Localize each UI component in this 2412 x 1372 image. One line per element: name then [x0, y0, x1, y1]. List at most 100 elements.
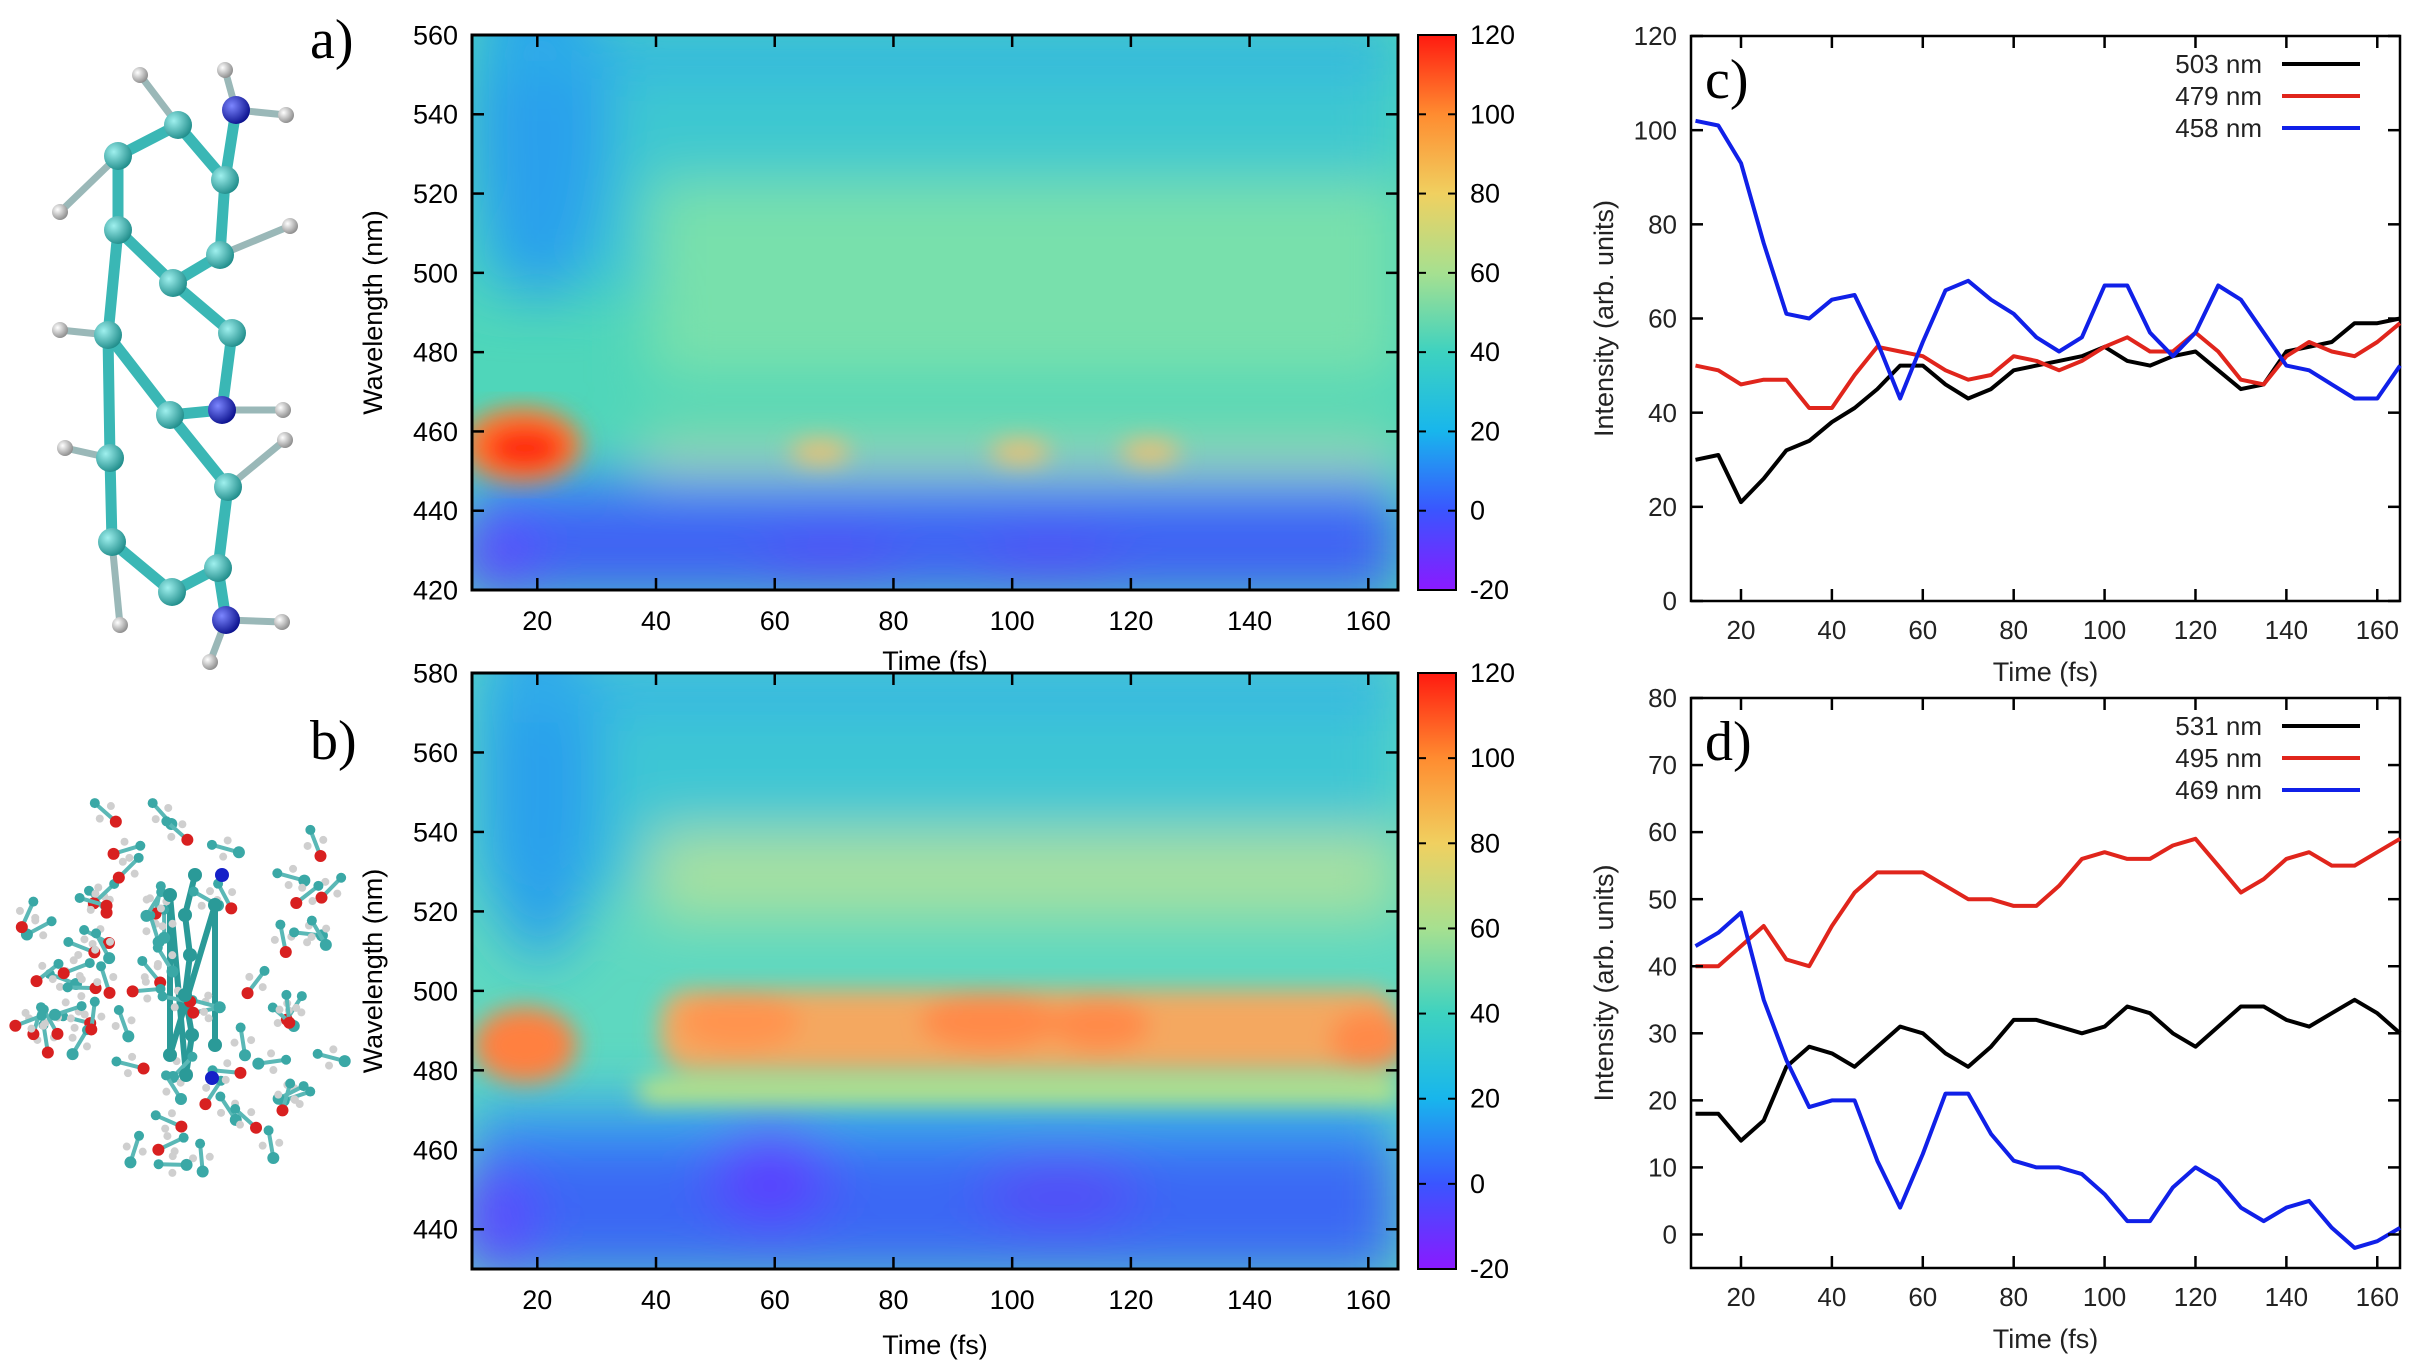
solvent-hydrogen [27, 1025, 35, 1033]
solvent-oxygen [113, 872, 125, 884]
solvent-oxygen [242, 987, 254, 999]
bond [108, 335, 170, 415]
solvent-carbon [281, 990, 291, 1000]
solvent-oxygen [9, 1020, 21, 1032]
solvent-oxygen [49, 1009, 61, 1021]
solvent-hydrogen [325, 1062, 333, 1070]
solvent-carbon [63, 937, 73, 947]
colorbar-tick-label: 0 [1470, 496, 1485, 526]
x-tick-label: 40 [1817, 615, 1846, 645]
atom-H [57, 440, 73, 456]
y-axis-label: Intensity (arb. units) [1589, 200, 1619, 437]
colorbar-tick-label: 20 [1470, 416, 1500, 446]
solvent-carbon [260, 966, 270, 976]
solvent-carbon [297, 991, 307, 1001]
colorbar-tick-label: 20 [1470, 1084, 1500, 1114]
colorbar-tick-label: 80 [1470, 179, 1500, 209]
y-tick-label: 480 [413, 1056, 458, 1086]
x-tick-label: 140 [2265, 1282, 2308, 1312]
solvent-hydrogen [109, 973, 117, 981]
solvent-oxygen [175, 1093, 187, 1105]
atom-H [132, 67, 148, 83]
solvent-hydrogen [222, 1076, 230, 1084]
y-tick-label: 460 [413, 417, 458, 447]
solvent-hydrogen [171, 1003, 179, 1011]
atom-H [112, 617, 128, 633]
solvent-hydrogen [267, 1049, 275, 1057]
solvent-carbon [336, 873, 346, 883]
solvent-hydrogen [91, 946, 99, 954]
y-tick-label: 440 [413, 496, 458, 526]
x-tick-label: 20 [1727, 615, 1756, 645]
solvent-hydrogen [202, 1084, 210, 1092]
solvent-hydrogen [83, 1042, 91, 1050]
solvent-oxygen [290, 897, 302, 909]
solvent-carbon [135, 841, 145, 851]
solvent-carbon [63, 982, 73, 992]
solvent-hydrogen [274, 1091, 282, 1099]
x-tick-label: 160 [2356, 1282, 2399, 1312]
solvent-carbon [272, 868, 282, 878]
solvent-hydrogen [16, 907, 24, 915]
solvent-hydrogen [205, 1014, 213, 1022]
solvent-oxygen [140, 910, 152, 922]
x-axis-label: Time (fs) [1993, 657, 2098, 687]
solvent-carbon [91, 928, 101, 938]
y-tick-label: 580 [413, 658, 458, 688]
solvent-oxygen [167, 965, 179, 977]
x-tick-label: 120 [1108, 606, 1153, 636]
x-tick-label: 80 [1999, 615, 2028, 645]
colorbar-tick-label: 40 [1470, 999, 1500, 1029]
solvent-hydrogen [131, 870, 139, 878]
solvent-hydrogen [67, 1014, 75, 1022]
solvent-hydrogen [49, 975, 57, 983]
atom-N [208, 396, 236, 424]
solvent-hydrogen [308, 897, 316, 905]
solvent-oxygen [58, 967, 70, 979]
solvent-hydrogen [290, 1095, 298, 1103]
core-atom [208, 898, 222, 912]
solvent-hydrogen [322, 925, 330, 933]
solvated-molecule-image [9, 798, 350, 1177]
solvent-oxygen [314, 850, 326, 862]
solvent-hydrogen [304, 842, 312, 850]
solvent-hydrogen [22, 1009, 30, 1017]
atom-C [94, 321, 122, 349]
panel-label-c: c) [1705, 49, 1749, 111]
solvent-hydrogen [71, 1024, 79, 1032]
legend-label: 469 nm [2175, 775, 2262, 805]
solvent-hydrogen [152, 815, 160, 823]
solvent-carbon [230, 1104, 240, 1114]
panel-label-d: d) [1705, 711, 1752, 773]
solvent-hydrogen [121, 838, 129, 846]
y-tick-label: 50 [1648, 884, 1677, 914]
acridine-molecule-image [52, 62, 298, 670]
solvent-hydrogen [245, 973, 253, 981]
solvent-hydrogen [142, 978, 150, 986]
x-tick-label: 100 [2083, 1282, 2126, 1312]
solvent-carbon [264, 1125, 274, 1135]
solvent-hydrogen [62, 998, 70, 1006]
colorbar-a [1418, 35, 1456, 590]
colorbar-b [1418, 673, 1456, 1269]
solvent-oxygen [234, 1067, 246, 1079]
solvent-hydrogen [154, 962, 162, 970]
solvent-carbon [148, 798, 158, 808]
y-tick-label: 30 [1648, 1018, 1677, 1048]
panel-label-a: a) [310, 9, 354, 71]
solvent-carbon [154, 1159, 164, 1169]
atom-H [52, 204, 68, 220]
solvent-oxygen [181, 834, 193, 846]
legend-label: 479 nm [2175, 81, 2262, 111]
solvent-carbon [151, 1110, 161, 1120]
solvent-hydrogen [31, 914, 39, 922]
legend-label: 495 nm [2175, 743, 2262, 773]
solvent-hydrogen [76, 972, 84, 980]
solvent-hydrogen [158, 922, 166, 930]
solvent-oxygen [339, 1055, 351, 1067]
solvent-carbon [236, 1023, 246, 1033]
x-tick-label: 100 [2083, 615, 2126, 645]
x-tick-label: 40 [641, 1285, 671, 1315]
x-tick-label: 20 [522, 606, 552, 636]
